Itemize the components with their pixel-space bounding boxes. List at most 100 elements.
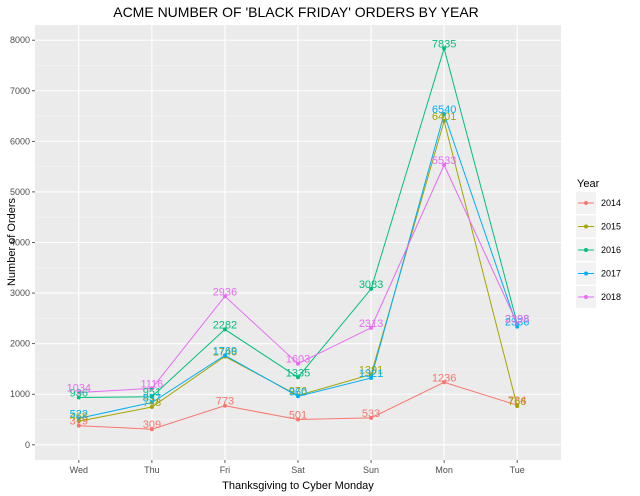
legend-label: 2017 (601, 269, 621, 279)
legend-label: 2014 (601, 198, 621, 208)
x-axis-title: Thanksgiving to Cyber Monday (222, 480, 374, 492)
data-point-2018 (442, 162, 447, 167)
legend-key-point (584, 201, 588, 205)
data-label-2014: 1236 (432, 372, 456, 384)
data-label-2015: 766 (508, 396, 526, 408)
data-label-2014: 309 (143, 419, 161, 431)
y-tick-label: 6000 (10, 136, 30, 146)
legend-key-point (584, 271, 588, 276)
series-layer (76, 46, 520, 432)
data-label-2016: 2282 (213, 319, 237, 331)
data-point-2014 (149, 427, 154, 432)
data-label-2015: 1391 (359, 364, 383, 376)
data-label-2016: 2398 (505, 314, 529, 326)
data-point-2017 (149, 400, 154, 405)
data-label-2016: 7835 (432, 39, 456, 51)
y-tick-label: 0 (25, 440, 30, 450)
data-label-2014: 784 (508, 395, 526, 407)
data-point-2016 (222, 327, 227, 332)
data-point-2014 (369, 415, 374, 420)
data-label-2017: 837 (143, 392, 161, 404)
data-label-2018: 1116 (140, 378, 163, 390)
data-label-2014: 501 (289, 409, 307, 421)
data-label-2018: 2936 (213, 286, 237, 298)
legend-label: 2018 (601, 292, 621, 302)
data-point-2014 (442, 380, 447, 385)
y-tick-label: 7000 (10, 86, 30, 96)
y-tick-label: 1000 (10, 389, 30, 399)
data-label-2015: 6401 (432, 111, 456, 123)
data-label-2017: 6540 (432, 104, 456, 116)
data-point-2018 (149, 386, 154, 391)
data-point-2016 (442, 46, 447, 51)
data-point-2015 (515, 404, 520, 409)
data-point-2015 (442, 119, 447, 124)
data-label-2016: 3083 (359, 279, 383, 291)
x-tick-label: Tue (510, 465, 525, 475)
data-point-2018 (296, 361, 300, 366)
data-point-2015 (149, 404, 154, 409)
data-point-2018 (76, 390, 81, 395)
data-point-2014 (222, 403, 227, 408)
data-label-2016: 1335 (286, 367, 310, 379)
data-point-2017 (442, 112, 447, 117)
data-point-2016 (149, 394, 154, 399)
data-point-2018 (515, 321, 520, 326)
data-label-2017: 1321 (359, 368, 383, 380)
data-label-2016: 951 (143, 387, 161, 399)
y-tick-label: 3000 (10, 288, 30, 298)
data-label-2018: 1034 (67, 383, 91, 395)
data-point-2017 (369, 376, 374, 381)
data-point-2017 (222, 353, 227, 358)
data-label-2018: 2313 (359, 318, 383, 330)
data-label-2015: 748 (143, 397, 161, 409)
legend-label: 2016 (601, 245, 621, 255)
data-label-2014: 533 (362, 408, 380, 420)
y-tick-label: 8000 (10, 35, 30, 45)
data-point-2016 (76, 395, 81, 400)
data-point-2016 (369, 286, 374, 291)
data-label-2014: 379 (70, 416, 88, 428)
data-label-2015: 976 (289, 385, 307, 397)
legend-key-point (584, 295, 588, 299)
chart-title: ACME NUMBER OF 'BLACK FRIDAY' ORDERS BY … (113, 4, 479, 20)
data-point-2017 (515, 324, 520, 329)
y-tick-label: 4000 (10, 238, 30, 248)
data-point-2018 (369, 325, 374, 330)
legend-key-point (584, 248, 588, 252)
x-axis-ticks: Wed Thu Fri Sat Sun Mon Tue (70, 460, 525, 475)
data-label-2017: 1769 (213, 345, 237, 357)
data-point-2014 (76, 423, 81, 428)
data-label-2018: 5533 (432, 155, 456, 167)
data-point-2014 (296, 417, 300, 422)
x-tick-label: Fri (220, 465, 231, 475)
legend-label: 2015 (601, 222, 621, 232)
y-tick-label: 2000 (10, 339, 30, 349)
data-label-2017: 960 (289, 386, 307, 398)
data-point-2017 (296, 394, 300, 399)
x-tick-label: Sat (291, 465, 305, 475)
data-point-2016 (296, 375, 300, 380)
data-label-2017: 522 (70, 408, 88, 420)
data-label-2018: 1603 (286, 354, 310, 366)
y-axis-ticks: 0 1000 2000 3000 4000 5000 6000 7000 8000 (10, 35, 35, 450)
data-label-2015: 468 (70, 411, 88, 423)
legend-key-point (584, 224, 588, 229)
data-point-2018 (222, 294, 227, 299)
y-tick-label: 5000 (10, 187, 30, 197)
data-labels: 379 309 773 501 533 1236 784 468 748 1746 976 1391 6… (67, 39, 530, 432)
data-label-2015: 1746 (213, 347, 237, 359)
data-label-2014: 773 (216, 396, 234, 408)
data-label-2016: 936 (70, 387, 88, 399)
x-tick-label: Sun (363, 465, 379, 475)
legend: Year 2014 2015 2016 2017 2018 (576, 178, 621, 308)
legend-title: Year (577, 178, 600, 190)
data-label-2018: 2398 (505, 314, 529, 326)
y-axis-title: Number of Orders (6, 197, 18, 286)
data-label-2017: 2336 (505, 317, 529, 329)
data-point-2017 (76, 416, 81, 421)
x-tick-label: Thu (144, 465, 160, 475)
x-tick-label: Mon (435, 465, 453, 475)
x-tick-label: Wed (70, 465, 88, 475)
